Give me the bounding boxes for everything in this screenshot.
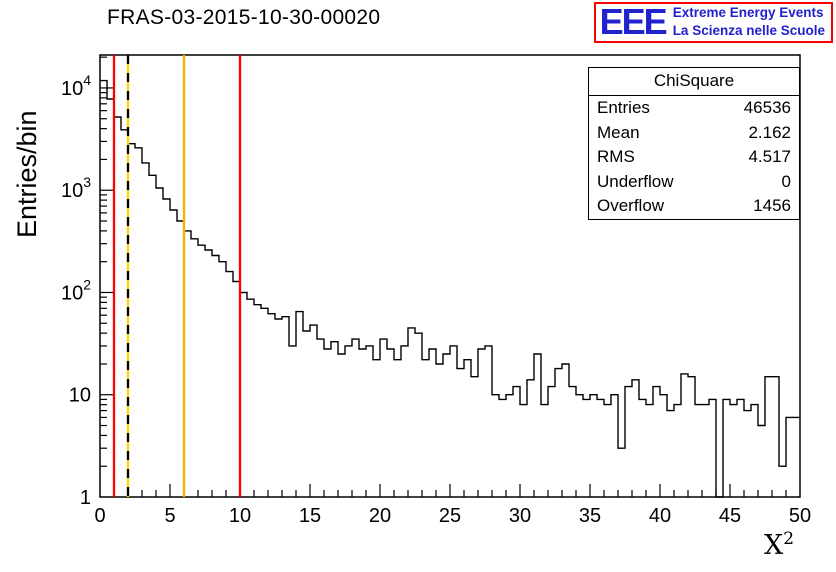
stats-row-mean: Mean 2.162	[589, 121, 799, 145]
svg-text:10: 10	[229, 505, 251, 527]
histogram-steps	[100, 79, 800, 498]
stat-value: 46536	[743, 98, 791, 118]
stats-title: ChiSquare	[589, 68, 799, 97]
stats-row-entries: Entries 46536	[589, 96, 799, 120]
x-axis-exponent: 2	[783, 529, 795, 549]
eee-logo: EEE Extreme Energy Events La Scienza nel…	[593, 1, 833, 44]
svg-text:103: 103	[61, 174, 91, 202]
x-axis-label-base: X	[764, 530, 784, 561]
svg-text:45: 45	[719, 505, 741, 527]
svg-text:35: 35	[579, 505, 601, 527]
logo-line-1: Extreme Energy Events	[672, 5, 824, 20]
svg-text:102: 102	[61, 276, 91, 304]
cut-lines	[112, 55, 242, 497]
stats-box: ChiSquare Entries 46536 Mean 2.162 RMS 4…	[588, 67, 800, 220]
svg-text:0: 0	[94, 505, 105, 527]
y-axis-label: Entries/bin	[12, 110, 42, 238]
svg-text:20: 20	[369, 505, 391, 527]
svg-text:1: 1	[80, 487, 91, 509]
stat-value: 4.517	[748, 147, 791, 167]
stats-row-overflow: Overflow 1456	[589, 194, 799, 218]
svg-text:5: 5	[164, 505, 175, 527]
svg-text:30: 30	[509, 505, 531, 527]
stat-label: Mean	[597, 122, 640, 142]
eee-logo-text: EEE	[599, 1, 668, 43]
svg-text:10: 10	[69, 385, 91, 407]
svg-text:40: 40	[649, 505, 671, 527]
stat-value: 2.162	[748, 122, 791, 142]
x-axis-label: X2	[764, 529, 794, 561]
svg-text:104: 104	[61, 72, 91, 100]
stat-label: Entries	[597, 98, 650, 118]
stats-row-rms: RMS 4.517	[589, 145, 799, 169]
eee-logo-caption: Extreme Energy Events La Scienza nelle S…	[673, 4, 825, 40]
svg-text:25: 25	[439, 505, 461, 527]
plot-title: FRAS-03-2015-10-30-00020	[107, 6, 381, 29]
stat-label: Underflow	[597, 171, 674, 191]
axes: 0 5 10 15 20 25 30 35 40 45 50 1 10 102 103 104	[61, 54, 811, 527]
svg-text:50: 50	[789, 505, 811, 527]
stats-row-underflow: Underflow 0	[589, 170, 799, 194]
stat-label: RMS	[597, 147, 635, 167]
stat-value: 1456	[753, 196, 791, 216]
svg-text:15: 15	[299, 505, 321, 527]
stat-value: 0	[781, 171, 791, 191]
logo-line-2: La Scienza nelle Scuole	[672, 23, 825, 39]
stat-label: Overflow	[597, 196, 665, 216]
